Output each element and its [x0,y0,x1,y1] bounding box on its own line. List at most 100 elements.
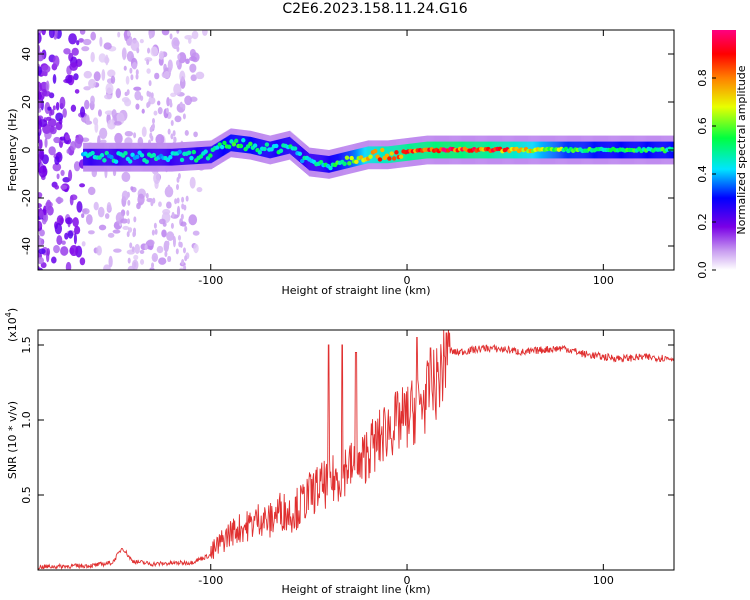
ridge-band [280,138,282,156]
ridge-core [135,154,140,159]
noise-speck [73,233,77,245]
ridge-band [205,146,208,164]
ridge-band [398,145,400,162]
noise-speck [146,239,155,246]
ridge-band [296,142,298,160]
noise-speck [108,255,113,268]
noise-speck [157,106,163,115]
noise-speck [90,95,95,105]
noise-speck [63,48,71,55]
ridge-band [401,144,403,162]
noise-speck [99,36,103,47]
ridge-band [329,155,331,173]
snr-plot [38,330,674,570]
noise-speck [104,94,113,100]
noise-speck [38,119,48,127]
noise-speck [146,90,150,97]
ridge-band [236,135,238,152]
noise-speck [163,70,170,79]
ridge-band [211,145,213,163]
ridge-core [226,144,232,149]
ridge-band [114,148,116,166]
noise-speck [130,74,134,81]
noise-speck [182,103,186,110]
noise-speck [60,169,65,177]
ridge-band [84,148,86,166]
noise-speck [139,95,144,101]
ridge-core [387,156,392,161]
noise-speck [188,214,198,226]
colorbar-tick-label: 0.8 [696,69,709,87]
ridge-band [380,146,382,164]
ridge-band [279,139,281,156]
ridge-band [374,146,376,164]
noise-speck [114,132,123,145]
noise-speck [181,258,185,265]
ridge-band [378,146,380,164]
ridge-band [125,148,127,166]
noise-speck [88,78,96,89]
noise-speck [124,131,134,137]
ridge-band [194,147,196,165]
ridge-core [391,156,397,161]
noise-speck [170,119,174,126]
colorbar-ticks: 0.0 0.2 0.4 0.6 0.8 [696,69,716,279]
noise-speck [127,30,131,37]
ridge-band [237,135,239,153]
noise-speck [166,201,172,209]
ridge-band [400,144,402,162]
ridge-band [184,148,186,165]
noise-speck [173,39,180,46]
ridge-core [203,149,208,154]
noise-speck [134,243,140,254]
ridge-band [381,146,383,164]
ridge-band [148,148,151,166]
noise-speck [70,104,77,112]
noise-speck [158,257,167,265]
noise-speck [54,155,60,165]
noise-speck [130,186,134,191]
noise-speck [164,186,174,198]
ridge-band [172,148,174,166]
noise-speck [93,71,101,82]
noise-speck [38,192,43,199]
noise-speck [180,221,187,227]
noise-speck [133,216,137,223]
noise-speck [38,248,46,255]
x-tick-label: 0 [404,574,411,587]
ridge-core [144,159,149,164]
ridge-band [132,148,134,166]
noise-speck [161,229,167,238]
noise-speck [38,256,45,265]
colorbar-tick-label: 0.2 [696,213,709,231]
noise-speck [56,235,63,246]
ridge-core [394,150,399,155]
noise-speck [176,46,180,53]
noise-speck [111,109,117,119]
noise-speck [126,51,134,62]
ridge-band [308,153,311,171]
ridge-core [342,161,347,167]
ridge-band [143,148,145,166]
ridge-band [179,148,181,166]
noise-speck [59,136,66,141]
noise-speck [179,101,183,108]
ridge-core [104,150,109,156]
noise-speck [98,53,107,63]
figure-title: C2E6.2023.158.11.24.G16 [282,1,468,17]
x-tick-label: -100 [198,274,223,287]
ridge-band [104,148,106,166]
ridge-core [219,144,225,150]
noise-speck [69,195,74,206]
noise-speck [38,51,45,62]
y-tick-label: -20 [20,189,33,207]
noise-speck [154,72,160,80]
noise-speck [105,54,109,66]
ridge-band [144,148,146,166]
noise-speck [165,107,169,114]
noise-speck [113,248,122,253]
noise-speck [192,230,200,236]
ridge-core [318,159,324,165]
ridge-core [328,165,333,171]
y-tick-label: 1.0 [20,411,33,429]
